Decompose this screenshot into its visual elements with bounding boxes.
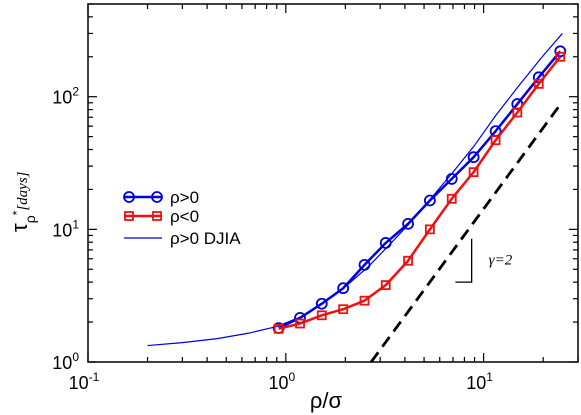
data-point [402,217,414,230]
legend: ρ>0ρ<0 ρ>0 DJIA [123,188,241,248]
legend-marker [123,191,135,203]
y-axis-label-sub: ρ [22,215,38,223]
y-tick-label: 100 [52,350,79,373]
data-point [338,304,349,315]
data-point [445,173,458,185]
data-point [273,323,284,334]
legend-label: ρ>0 DJIA [170,229,241,248]
data-point [424,224,435,235]
data-point [533,78,544,89]
series-1 [273,51,566,334]
data-point [467,151,480,164]
y-axis-label: τρ*[days] [7,171,38,232]
y-tick-label: 102 [52,85,79,108]
data-point [359,295,370,306]
axis-ticks [87,3,579,363]
data-point [337,282,350,295]
slope-bracket [455,238,473,283]
y-tick-label: 101 [52,217,79,240]
plot-area [87,3,579,363]
x-tick-label: 100 [268,370,295,393]
data-point [423,194,436,207]
data-point [315,297,328,310]
data-point [490,135,501,146]
svg-text:τρ*[days]: τρ*[days] [7,171,38,232]
slope-label: γ=2 [489,253,513,269]
legend-item-0: ρ>0 [123,188,199,207]
data-point [358,258,371,271]
legend-label: ρ<0 [170,207,199,226]
series-line [278,56,562,330]
data-point [295,318,305,329]
data-point [446,193,457,204]
series-group [147,33,567,347]
data-point [403,255,413,266]
reference-dashed-line [370,103,562,363]
series-2 [147,33,563,347]
data-point [316,310,327,321]
data-point [468,167,479,178]
y-axis-label-sup: * [10,210,24,215]
reference-line-group [370,103,562,363]
y-axis-label-main: τ [7,223,32,232]
data-point [554,45,567,58]
x-tick-label: 101 [466,370,493,393]
legend-marker [151,191,163,203]
slope-indicator: γ=2 [455,238,513,283]
legend-marker [152,211,162,221]
legend-item-2: ρ>0 DJIA [124,229,241,248]
x-axis-label: ρ/σ [310,388,343,413]
data-point [512,107,523,118]
data-point [555,51,566,62]
x-tick-label: 10-1 [69,370,100,393]
plot-frame [87,3,579,363]
y-axis-label-unit: [days] [15,171,31,210]
series-line [147,33,563,347]
data-point [379,237,392,249]
series-0 [272,45,567,335]
legend-label: ρ>0 [170,188,199,207]
legend-marker [124,211,134,221]
series-line [278,50,562,330]
legend-item-1: ρ<0 [124,207,199,226]
data-point [380,280,391,290]
